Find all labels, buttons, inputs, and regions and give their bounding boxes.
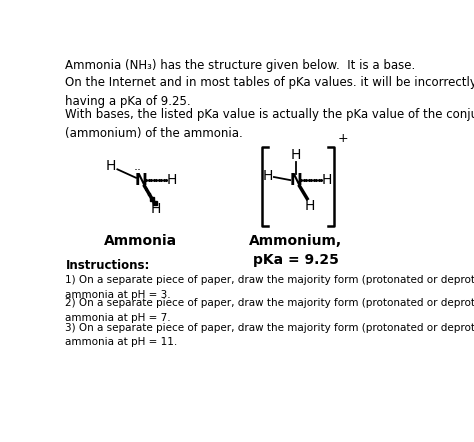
Text: 3) On a separate piece of paper, draw the majority form (protonated or deprotona: 3) On a separate piece of paper, draw th… (65, 323, 474, 347)
Text: 1) On a separate piece of paper, draw the majority form (protonated or deprotona: 1) On a separate piece of paper, draw th… (65, 275, 474, 300)
Text: H: H (291, 149, 301, 163)
Text: H: H (304, 199, 315, 213)
Text: Ammonium,
pKa = 9.25: Ammonium, pKa = 9.25 (249, 234, 342, 267)
Text: 2) On a separate piece of paper, draw the majority form (protonated or deprotona: 2) On a separate piece of paper, draw th… (65, 298, 474, 323)
Text: On the Internet and in most tables of pKa values. it will be incorrectly listed : On the Internet and in most tables of pK… (65, 76, 474, 108)
Text: H: H (321, 173, 332, 187)
Text: H: H (166, 173, 177, 187)
Text: H: H (106, 159, 116, 173)
Text: Instructions:: Instructions: (65, 259, 150, 272)
Text: ··: ·· (134, 164, 142, 177)
Text: H: H (151, 202, 161, 216)
Text: H: H (263, 169, 273, 183)
Text: +: + (337, 132, 348, 145)
Text: With bases, the listed pKa value is actually the pKa value of the conjugated aci: With bases, the listed pKa value is actu… (65, 108, 474, 141)
Text: N: N (134, 172, 147, 187)
Text: N: N (289, 172, 302, 187)
Text: Ammonia: Ammonia (104, 234, 177, 248)
Text: Ammonia (NH₃) has the structure given below.  It is a base.: Ammonia (NH₃) has the structure given be… (65, 59, 416, 72)
